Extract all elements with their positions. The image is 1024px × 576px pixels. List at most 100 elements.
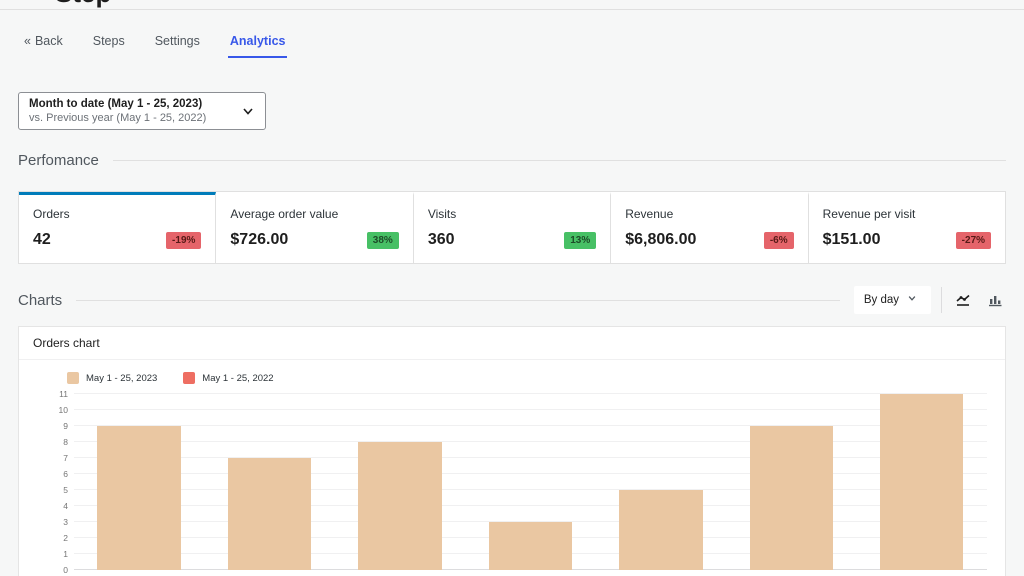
bar-2023 <box>97 426 181 570</box>
chart-bars <box>74 394 987 570</box>
tile-revenue[interactable]: Revenue $6,806.00 -6% <box>611 192 809 263</box>
gridline <box>74 521 987 522</box>
y-axis-label: 0 <box>63 565 68 575</box>
tile-value: 360 <box>427 231 455 248</box>
tile-label: Revenue <box>625 207 674 221</box>
y-axis-label: 10 <box>58 405 68 415</box>
delta-badge: -27% <box>955 231 992 249</box>
tab-steps-label: Steps <box>92 34 125 48</box>
tab-bar: «Back Steps Settings Analytics <box>0 26 1024 58</box>
gridline <box>74 425 987 426</box>
tab-analytics[interactable]: Analytics <box>227 26 288 58</box>
delta-badge: 38% <box>366 231 399 249</box>
bar-group[interactable] <box>74 394 204 570</box>
heading-divider <box>76 299 840 301</box>
date-range-text: Month to date (May 1 - 25, 2023) vs. Pre… <box>29 98 206 124</box>
tab-settings-label: Settings <box>154 34 200 48</box>
bar-group[interactable] <box>335 394 465 570</box>
gridline <box>74 505 987 506</box>
y-axis-label: 3 <box>63 517 68 527</box>
tab-steps[interactable]: Steps <box>91 26 127 56</box>
bar-group[interactable] <box>857 394 987 570</box>
tab-analytics-label: Analytics <box>229 34 286 48</box>
gridline <box>74 393 987 394</box>
tile-label: Visits <box>427 207 457 221</box>
y-axis-label: 2 <box>63 533 68 543</box>
tile-label: Average order value <box>230 207 339 221</box>
performance-heading-label: Perfomance <box>18 152 99 169</box>
gridline <box>74 409 987 410</box>
bar-group[interactable] <box>726 394 856 570</box>
delta-badge: -19% <box>166 231 202 249</box>
y-axis-label: 8 <box>63 437 68 447</box>
x-axis-label: 2023-05-23 <box>726 574 856 576</box>
interval-select-value: By day <box>863 294 899 306</box>
heading-divider <box>112 160 1006 161</box>
tile-revenue-per-visit[interactable]: Revenue per visit $151.00 -27% <box>808 192 1006 263</box>
tile-average-order-value[interactable]: Average order value $726.00 38% <box>216 192 414 263</box>
page-header: Step <box>0 0 1024 10</box>
tile-visits[interactable]: Visits 360 13% <box>413 192 612 263</box>
tile-label: Revenue per visit <box>822 207 916 221</box>
x-axis-label: 2023-05-18 <box>74 574 204 576</box>
orders-chart-card: Orders chart May 1 - 25, 2023 May 1 - 25… <box>18 326 1006 576</box>
legend-swatch-2022 <box>183 372 196 384</box>
x-axis-label: 2023-05-22 <box>596 574 726 576</box>
x-axis-label: 2023-05-20 <box>335 574 465 576</box>
page-title: Step <box>55 0 1024 9</box>
y-axis-label: 6 <box>63 469 68 479</box>
charts-controls: By day <box>853 286 1006 314</box>
legend-item-2023[interactable]: May 1 - 25, 2023 <box>67 372 157 384</box>
chevron-down-icon <box>241 104 255 118</box>
performance-tiles: Orders 42 -19% Average order value $726.… <box>18 191 1006 264</box>
bar-group[interactable] <box>596 394 726 570</box>
legend-label: May 1 - 25, 2023 <box>86 372 158 384</box>
bar-chart-icon[interactable] <box>984 289 1006 311</box>
delta-badge: -6% <box>763 231 794 249</box>
legend-item-2022[interactable]: May 1 - 25, 2022 <box>183 372 274 384</box>
bar-2023 <box>227 458 312 570</box>
tile-orders[interactable]: Orders 42 -19% <box>19 192 217 263</box>
x-axis-label: 2023-05-24 <box>857 574 987 576</box>
charts-heading-label: Charts <box>18 291 63 309</box>
y-axis-label: 11 <box>59 389 68 399</box>
chevron-down-icon <box>907 293 921 307</box>
y-axis-label: 5 <box>63 485 68 495</box>
y-axis-label: 7 <box>63 453 68 463</box>
chart-card-title: Orders chart <box>19 327 1005 360</box>
interval-select[interactable]: By day <box>853 286 931 314</box>
date-range-primary: Month to date (May 1 - 25, 2023) <box>29 98 203 110</box>
y-axis-label: 4 <box>63 501 68 511</box>
tile-value: $151.00 <box>822 231 881 248</box>
chart-legend: May 1 - 25, 2023 May 1 - 25, 2022 <box>19 360 1005 390</box>
y-axis-label: 9 <box>63 421 68 431</box>
back-chevrons-icon: « <box>24 34 31 48</box>
bar-group[interactable] <box>204 394 334 570</box>
bar-2023 <box>880 394 964 570</box>
x-axis-label: 2023-05-21 <box>465 574 595 576</box>
gridline <box>74 489 987 490</box>
legend-swatch-2023 <box>67 372 79 384</box>
chart-x-axis: 2023-05-182023-05-192023-05-202023-05-21… <box>74 574 987 576</box>
back-button[interactable]: «Back <box>22 26 65 56</box>
delta-badge: 13% <box>564 231 597 249</box>
bar-2023 <box>488 522 573 570</box>
date-range-select[interactable]: Month to date (May 1 - 25, 2023) vs. Pre… <box>18 92 266 130</box>
orders-bar-chart: 0 1 2 3 4 5 6 7 8 9 10 11 <box>59 389 987 575</box>
tile-value: $726.00 <box>230 231 289 248</box>
tile-value: $6,806.00 <box>625 231 697 248</box>
gridline <box>74 441 987 442</box>
bar-2023 <box>619 490 703 570</box>
gridline <box>74 473 987 474</box>
tile-value: 42 <box>33 231 51 248</box>
bar-2023 <box>358 442 442 570</box>
back-label: Back <box>34 34 63 48</box>
line-chart-icon[interactable] <box>952 289 974 311</box>
bar-group[interactable] <box>465 394 595 570</box>
chart-y-axis: 0 1 2 3 4 5 6 7 8 9 10 11 <box>46 389 68 575</box>
bar-2023 <box>749 426 834 570</box>
performance-section-heading: Perfomance <box>18 152 1006 169</box>
controls-divider <box>941 287 942 313</box>
date-range-secondary: vs. Previous year (May 1 - 25, 2022) <box>29 112 207 124</box>
tab-settings[interactable]: Settings <box>153 26 202 56</box>
